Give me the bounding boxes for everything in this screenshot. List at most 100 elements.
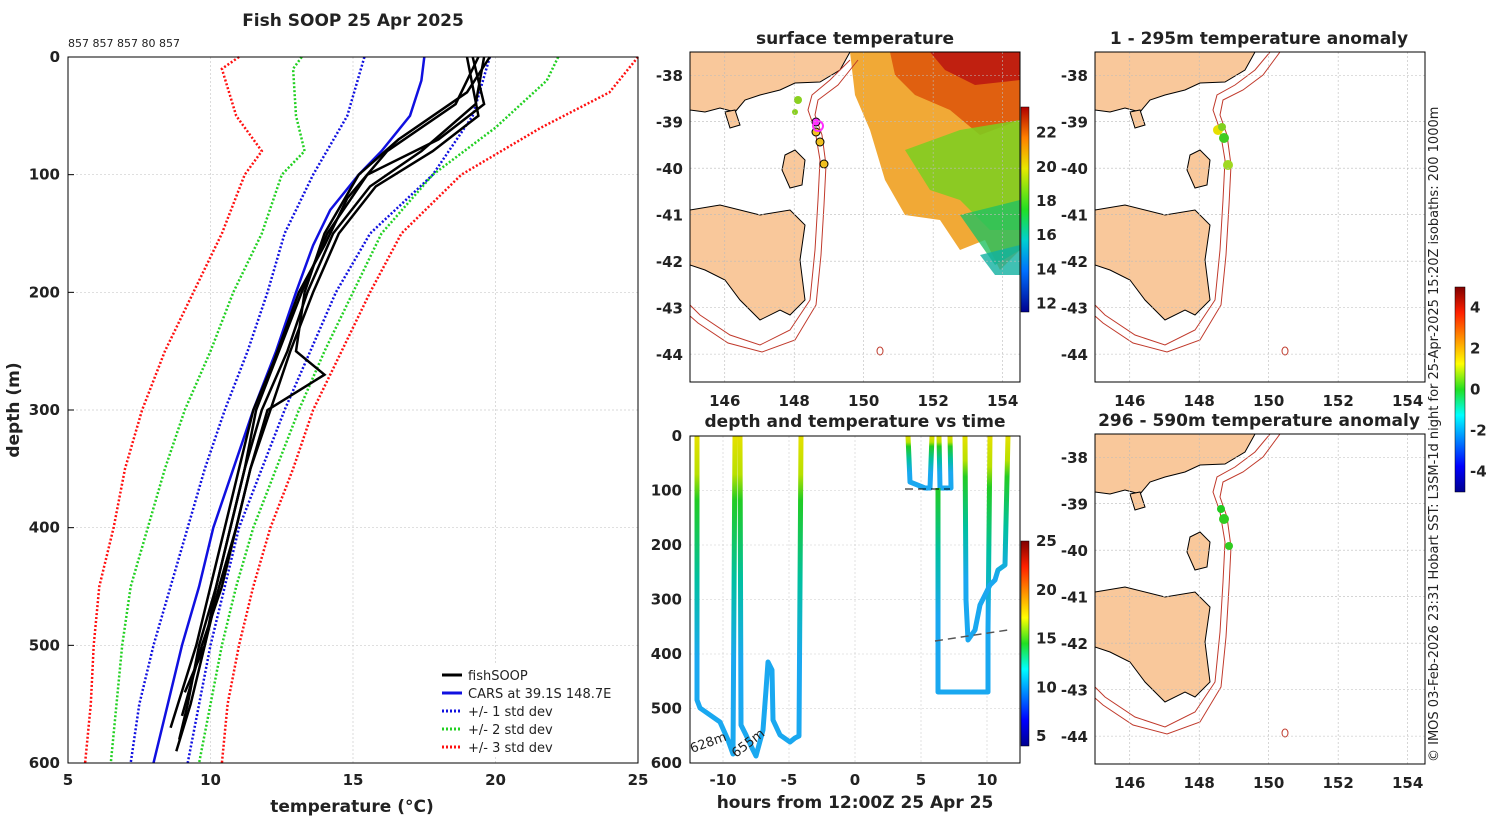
anom-deep-ticks: 146 148 150 152 154 -38 -39 -40 -41 -42 -43 -44	[1061, 449, 1423, 792]
legend-3std: +/- 3 std dev	[468, 741, 553, 756]
anom-shallow-title: 1 - 295m temperature anomaly	[1110, 29, 1408, 49]
dt-ytick-300: 300	[651, 591, 682, 609]
map-ytick--39: -39	[1061, 496, 1088, 514]
anom-shallow-grid	[1095, 52, 1425, 382]
annotation-628m: 628m	[688, 730, 728, 757]
fishsoop-profile-3	[183, 56, 480, 693]
profile-ytick-100: 100	[29, 166, 60, 184]
colorbar-tick-22: 22	[1036, 124, 1057, 142]
depth-time-xlabel: hours from 12:00Z 25 Apr 25	[717, 793, 994, 813]
side-caption: © IMOS 03-Feb-2026 23:31 Hobart SST: L3S…	[1427, 107, 1442, 762]
map-xtick-148: 148	[779, 392, 810, 410]
map-xtick-146: 146	[1114, 392, 1145, 410]
anom-deep-points	[1217, 505, 1233, 550]
map-ytick--42: -42	[1061, 253, 1088, 271]
profile-axes-box	[67, 56, 639, 764]
depth-time-frame	[689, 435, 1021, 764]
map-xtick-154: 154	[1392, 392, 1423, 410]
sst-speck-1	[794, 96, 802, 104]
anom-deep-frame	[1094, 433, 1426, 765]
legend-cars: CARS at 39.1S 148.7E	[468, 687, 611, 702]
depth-time-title: depth and temperature vs time	[705, 412, 1006, 432]
sst-point-ring	[812, 120, 824, 132]
map-ytick--41: -41	[656, 207, 683, 225]
colorbar-tick-12: 12	[1036, 294, 1057, 312]
sst-map-grid	[690, 52, 1020, 382]
sst-isobaths	[690, 59, 884, 356]
dt-ytick-0: 0	[672, 427, 682, 445]
dt-xtick--10: -10	[709, 771, 736, 789]
dt-xtick-10: 10	[977, 771, 998, 789]
profile-x-ticks: 5 10 15 20 25	[63, 771, 649, 789]
map-ytick--39: -39	[656, 114, 683, 132]
sst-hottest-area	[930, 52, 1020, 85]
map-ytick--43: -43	[1061, 300, 1088, 318]
profile-legend: fishSOOP CARS at 39.1S 148.7E +/- 1 std …	[437, 664, 615, 756]
sst-green-area	[905, 120, 1020, 230]
dt-ytick-100: 100	[651, 482, 682, 500]
sst-map-frame	[689, 51, 1021, 383]
map-ytick--42: -42	[1061, 635, 1088, 653]
map-ytick--40: -40	[1061, 160, 1088, 178]
trace-6	[962, 435, 1011, 643]
profile-counts: 857 857 857 80 857	[68, 37, 180, 50]
colorbar-tick-20: 20	[1036, 581, 1057, 599]
map-ytick--43: -43	[656, 300, 683, 318]
profile-xtick-20: 20	[485, 771, 506, 789]
dt-ytick-500: 500	[651, 700, 682, 718]
depth-time-traces	[694, 435, 1011, 759]
anom-deep-point-2	[1219, 514, 1229, 524]
map-ytick--44: -44	[1061, 346, 1088, 364]
map-xtick-152: 152	[1323, 392, 1354, 410]
map-ytick--40: -40	[656, 160, 683, 178]
anom-deep-grid	[1095, 434, 1425, 764]
anom-deep-land	[1095, 434, 1289, 738]
colorbar-tick--4: -4	[1470, 463, 1487, 481]
trace-1	[694, 435, 738, 757]
map-xtick-148: 148	[1184, 392, 1215, 410]
map-xtick-146: 146	[1114, 774, 1145, 792]
anom-deep-title: 296 - 590m temperature anomaly	[1098, 411, 1420, 431]
dt-xtick-5: 5	[916, 771, 926, 789]
profile-ytick-500: 500	[29, 636, 60, 654]
trace-3	[905, 435, 935, 491]
profile-series-4	[197, 56, 560, 764]
profile-ytick-600: 600	[29, 754, 60, 772]
dt-ytick-200: 200	[651, 536, 682, 554]
colorbar-tick-2: 2	[1470, 340, 1480, 358]
profile-ytick-0: 0	[50, 48, 60, 66]
map-xtick-154: 154	[987, 392, 1018, 410]
profile-ytick-300: 300	[29, 401, 60, 419]
profile-series-0	[152, 56, 426, 764]
sst-colorbar	[1020, 106, 1030, 313]
profile-title: Fish SOOP 25 Apr 2025	[242, 11, 464, 31]
map-ytick--41: -41	[1061, 207, 1088, 225]
anom-shallow-land	[1095, 52, 1289, 356]
colorbar-tick-14: 14	[1036, 260, 1057, 278]
profile-xlabel: temperature (°C)	[270, 797, 434, 817]
anom-shallow-ticks: 146 148 150 152 154 -38 -39 -40 -41 -42 -43 -44	[1061, 67, 1423, 410]
colorbar-tick-4: 4	[1470, 299, 1480, 317]
fishsoop-profile-4	[169, 56, 480, 729]
sst-point-4	[819, 159, 829, 169]
map-xtick-150: 150	[1253, 392, 1284, 410]
sst-point-3	[815, 137, 825, 147]
profile-ytick-400: 400	[29, 519, 60, 537]
anom-shallow-point-4	[1223, 160, 1233, 170]
profile-y-ticks: 0 100 200 300 400 500 600	[29, 48, 60, 772]
depth-time-colorbar-ticks: 25 20 15 10 5	[1036, 532, 1057, 745]
colorbar-tick--2: -2	[1470, 422, 1487, 440]
map-xtick-150: 150	[848, 392, 879, 410]
map-xtick-148: 148	[1184, 774, 1215, 792]
trace-4	[936, 435, 954, 491]
map-ytick--41: -41	[1061, 589, 1088, 607]
profile-grid	[67, 56, 639, 764]
anom-shallow-point-3	[1219, 133, 1229, 143]
profile-chart: Fish SOOP 25 Apr 2025 857 857 857 80 857…	[4, 11, 648, 817]
legend-1std: +/- 1 std dev	[468, 705, 553, 720]
profile-xtick-25: 25	[628, 771, 649, 789]
anomaly-colorbar	[1454, 286, 1466, 493]
profile-xtick-5: 5	[63, 771, 73, 789]
fishsoop-profile-0	[177, 56, 486, 740]
map-xtick-146: 146	[709, 392, 740, 410]
